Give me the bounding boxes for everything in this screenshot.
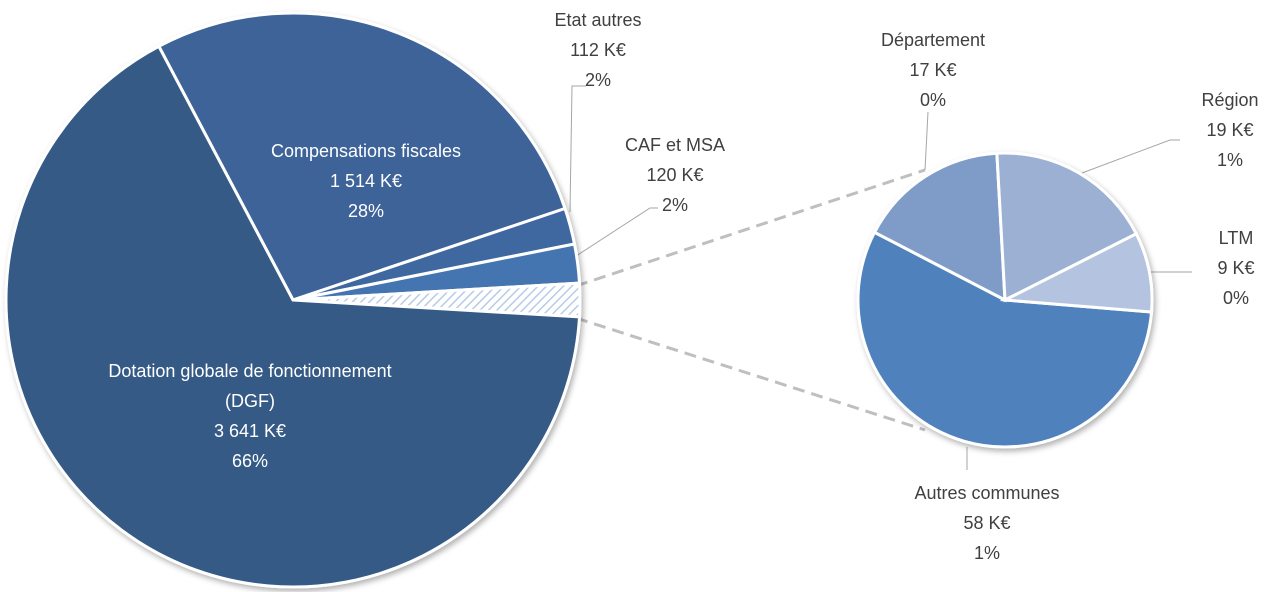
connector [575, 168, 926, 288]
percent-label: 1% [974, 543, 1000, 563]
value-label: 19 K€ [1206, 120, 1253, 140]
value-label: 58 K€ [963, 513, 1010, 533]
value-label: 17 K€ [909, 60, 956, 80]
slice [4, 44, 582, 589]
percent-label: 28% [348, 201, 384, 221]
value-label: 3 641 K€ [214, 421, 286, 441]
leader-lines [569, 85, 1192, 470]
slice [995, 151, 1139, 303]
slice-label: Dotation globale de fonctionnement (DGF) [108, 361, 391, 411]
slice-label: Etat autres [554, 10, 641, 30]
value-label: 9 K€ [1217, 258, 1254, 278]
percent-label: 2% [585, 70, 611, 90]
slice-label: Autres communes [914, 483, 1059, 503]
slice [999, 231, 1154, 314]
percent-label: 1% [1217, 150, 1243, 170]
percent-label: 2% [662, 195, 688, 215]
value-label: 120 K€ [646, 165, 703, 185]
percent-label: 66% [232, 451, 268, 471]
percent-label: 0% [1223, 288, 1249, 308]
slice-label: LTM [1219, 228, 1254, 248]
value-label: 1 514 K€ [330, 171, 402, 191]
slice-label: Compensations fiscales [271, 141, 461, 161]
slice-label: Région [1201, 90, 1258, 110]
slice [872, 151, 1007, 303]
slice-label: CAF et MSA [625, 135, 725, 155]
primary-pie [4, 11, 582, 589]
connector [575, 316, 926, 432]
secondary-pie [856, 151, 1154, 449]
slice-label: Département [881, 30, 985, 50]
percent-label: 0% [920, 90, 946, 110]
slice [856, 230, 1154, 449]
value-label: 112 K€ [570, 40, 626, 60]
slice [156, 11, 567, 302]
